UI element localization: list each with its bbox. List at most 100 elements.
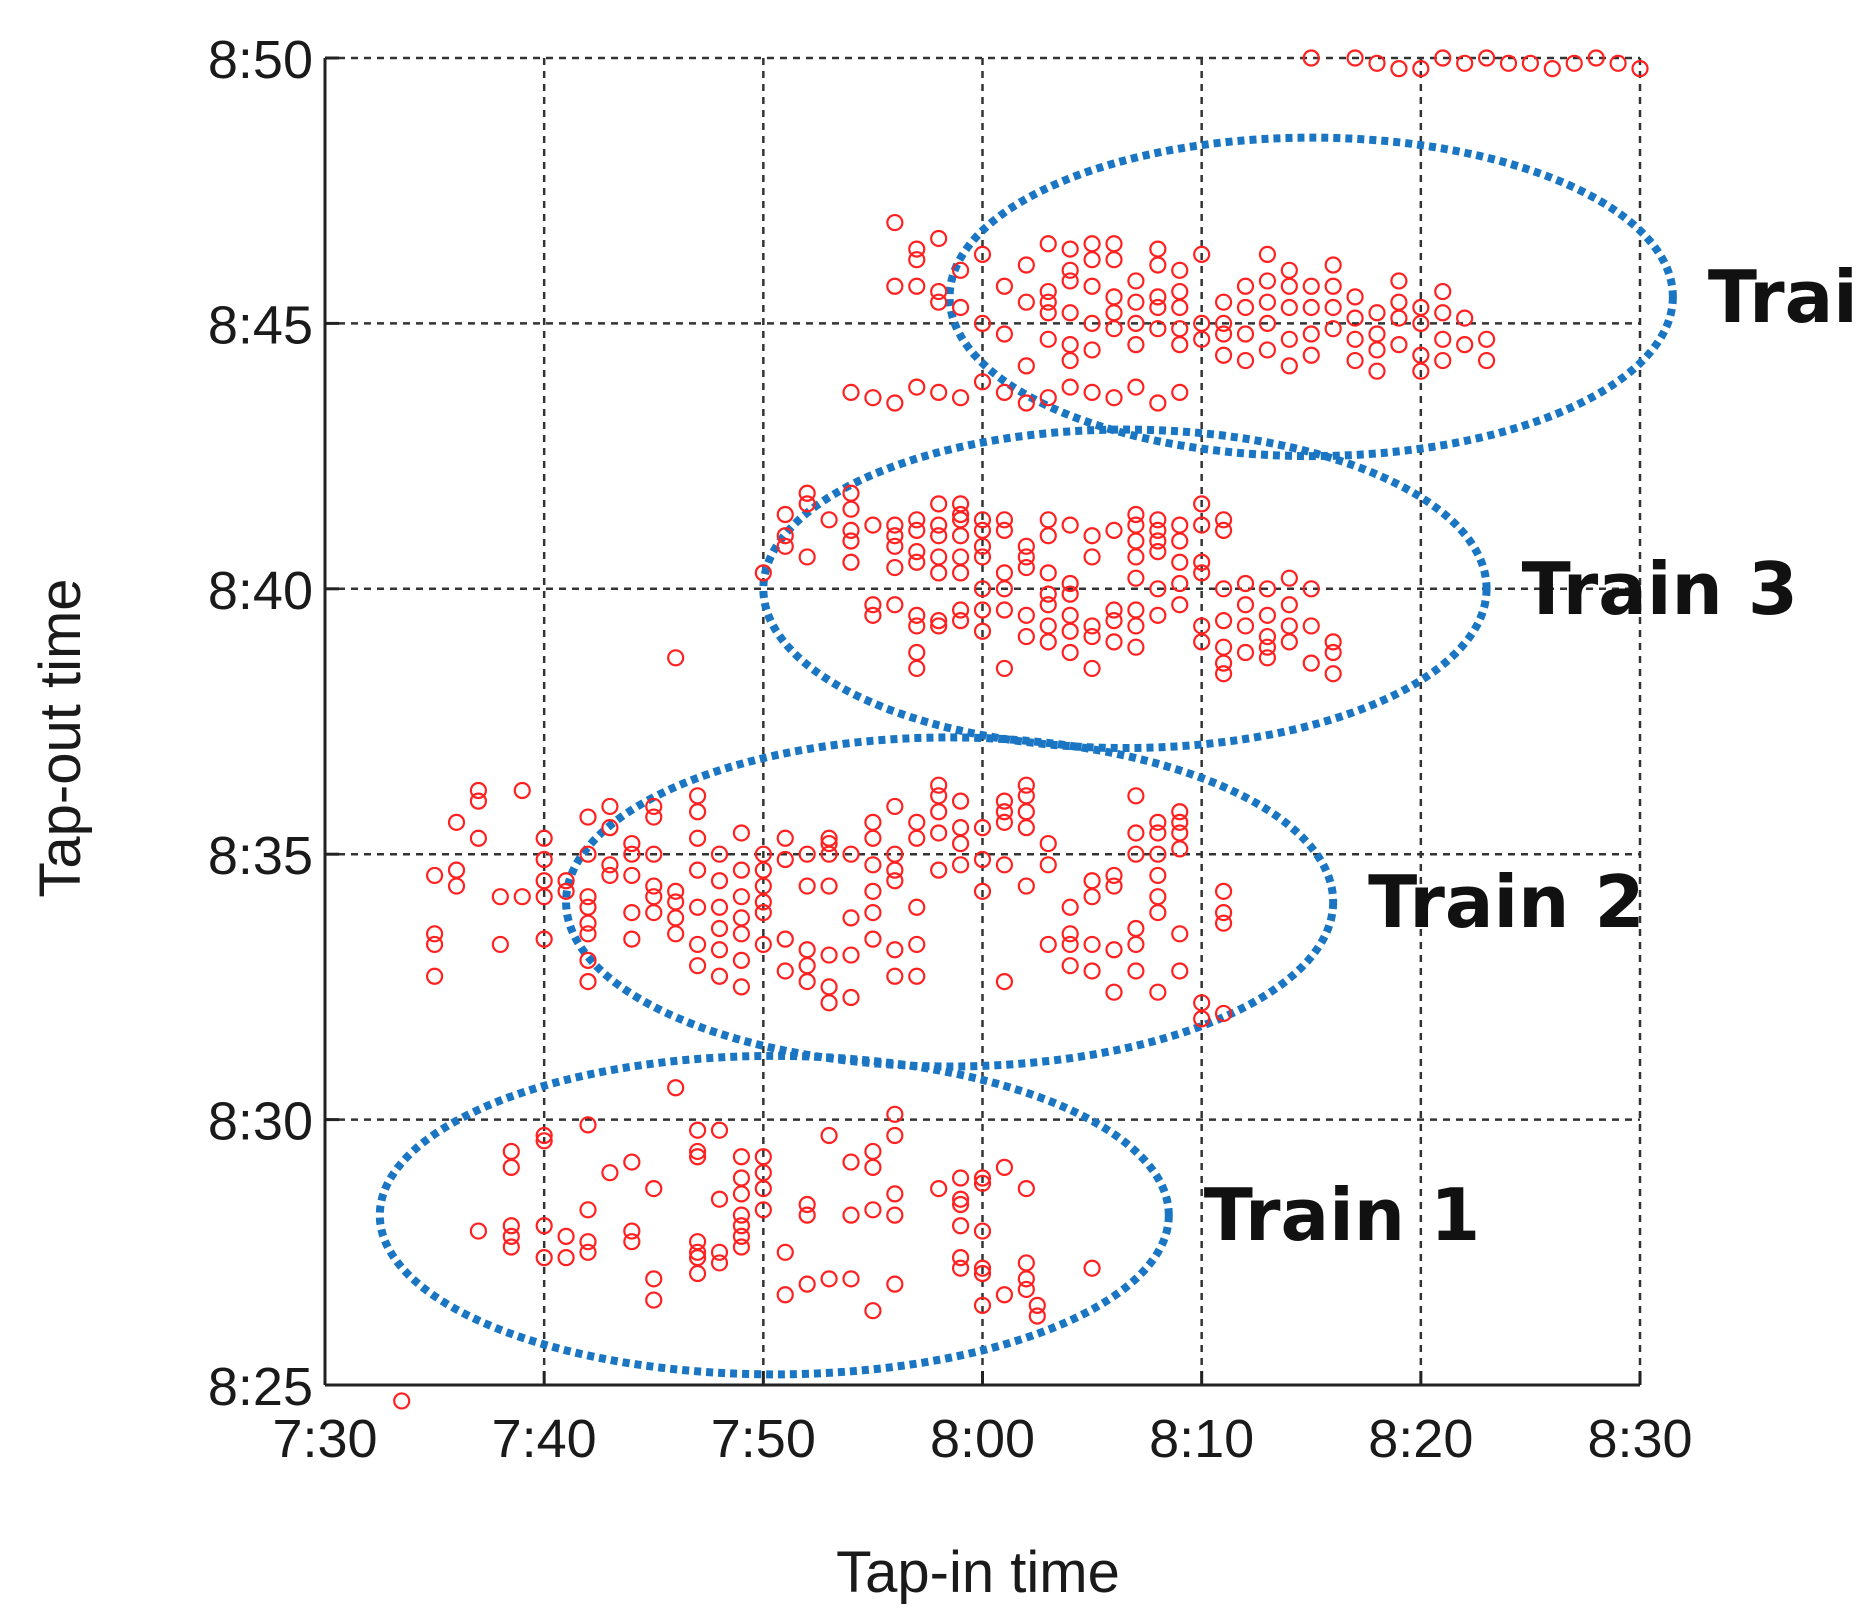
data-point xyxy=(1149,866,1167,885)
data-point xyxy=(886,516,904,534)
data-point xyxy=(864,389,882,407)
data-point xyxy=(1236,351,1255,370)
data-point xyxy=(710,919,729,938)
data-point xyxy=(1236,643,1255,662)
data-point xyxy=(1236,617,1255,635)
data-point xyxy=(1017,293,1035,311)
data-point xyxy=(1017,776,1035,794)
data-point xyxy=(930,383,948,402)
data-point xyxy=(930,776,948,794)
data-point xyxy=(688,861,707,879)
data-point xyxy=(1368,304,1386,322)
data-point xyxy=(820,829,838,847)
data-point xyxy=(1083,1259,1101,1277)
x-tick-label: 7:30 xyxy=(272,1409,377,1469)
data-point xyxy=(864,829,882,847)
data-point xyxy=(1280,298,1298,317)
data-point xyxy=(1061,351,1079,370)
data-point xyxy=(842,1206,860,1224)
data-point xyxy=(1214,293,1233,311)
data-point xyxy=(447,861,466,879)
data-point xyxy=(1434,304,1452,322)
data-point xyxy=(1302,346,1320,364)
data-point xyxy=(1127,314,1145,332)
data-point xyxy=(1039,856,1057,874)
data-point xyxy=(513,888,531,906)
data-point xyxy=(1127,293,1145,311)
data-point xyxy=(951,834,970,853)
data-point xyxy=(1324,665,1342,683)
data-point xyxy=(973,580,992,598)
data-point xyxy=(1083,251,1101,269)
x-tick-label: 8:00 xyxy=(930,1409,1035,1469)
data-point xyxy=(1477,330,1496,348)
data-point xyxy=(1324,643,1342,662)
data-point xyxy=(973,537,992,555)
data-point xyxy=(688,1148,707,1166)
data-point xyxy=(535,1249,553,1267)
data-point xyxy=(995,383,1014,402)
data-point xyxy=(1214,882,1233,900)
data-point xyxy=(1346,351,1364,370)
data-point xyxy=(1390,309,1408,327)
data-point xyxy=(776,829,794,847)
data-point xyxy=(1127,505,1145,524)
data-point xyxy=(886,1275,904,1293)
data-point xyxy=(886,1126,904,1145)
data-point xyxy=(1149,288,1167,306)
data-point xyxy=(1149,320,1167,338)
data-point xyxy=(1171,532,1189,550)
data-point xyxy=(1214,346,1233,364)
data-point xyxy=(688,957,707,975)
x-axis-label: Tap-in time xyxy=(836,1540,1120,1605)
data-point xyxy=(951,389,970,407)
data-point xyxy=(425,967,444,985)
data-point xyxy=(710,1243,729,1261)
data-point xyxy=(908,543,926,561)
x-tick-label: 8:20 xyxy=(1368,1409,1473,1469)
data-point xyxy=(1390,336,1408,354)
data-point xyxy=(579,1116,597,1134)
data-point xyxy=(502,1238,520,1256)
data-point xyxy=(1105,304,1123,322)
data-point xyxy=(1061,925,1079,943)
data-point xyxy=(1061,643,1079,662)
data-point xyxy=(908,967,926,985)
data-point xyxy=(995,803,1014,821)
data-point xyxy=(1028,1307,1046,1325)
data-point xyxy=(1214,521,1233,540)
data-point xyxy=(1258,606,1277,624)
data-point xyxy=(667,893,685,911)
data-point xyxy=(1127,824,1145,842)
data-point xyxy=(908,240,926,258)
data-point xyxy=(710,845,729,863)
data-point xyxy=(535,1217,553,1235)
data-point xyxy=(864,1201,882,1219)
data-point xyxy=(579,808,597,826)
data-point xyxy=(1127,378,1145,396)
data-point xyxy=(1149,580,1167,598)
data-point xyxy=(1039,585,1057,603)
data-point xyxy=(930,495,948,513)
data-point xyxy=(1017,803,1035,821)
data-point xyxy=(1258,272,1277,290)
data-point xyxy=(820,946,838,964)
data-point xyxy=(1127,638,1145,656)
data-point xyxy=(1171,261,1189,279)
data-point xyxy=(1105,941,1123,959)
data-point xyxy=(1302,654,1320,672)
data-point xyxy=(995,1158,1014,1176)
data-point xyxy=(1302,617,1320,635)
data-point xyxy=(1039,617,1057,635)
data-point xyxy=(886,1105,904,1123)
data-point xyxy=(1456,54,1474,72)
data-point xyxy=(1061,240,1079,258)
data-point xyxy=(1171,574,1189,593)
data-point xyxy=(1017,606,1035,624)
data-point xyxy=(1127,516,1145,534)
data-point xyxy=(710,898,729,916)
data-point xyxy=(1039,330,1057,348)
data-point xyxy=(732,1217,751,1235)
data-point xyxy=(1171,553,1189,571)
data-point xyxy=(1127,336,1145,354)
